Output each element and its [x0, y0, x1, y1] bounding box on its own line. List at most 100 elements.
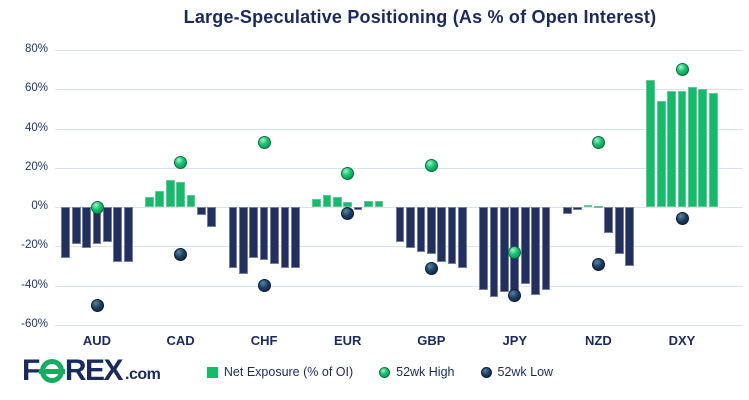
gridline--20	[55, 246, 743, 248]
legend-item-52wk-low: 52wk Low	[480, 365, 554, 379]
x-axis-label-nzd: NZD	[585, 333, 612, 348]
net-exposure-bar-cad-1	[145, 197, 154, 208]
x-axis-label-gbp: GBP	[417, 333, 446, 348]
net-exposure-bar-gbp-5	[437, 207, 447, 263]
net-exposure-bar-aud-2	[71, 207, 81, 245]
high-52wk-dot-aud	[90, 200, 104, 214]
legend-item-52wk-high: 52wk High	[379, 365, 455, 379]
net-exposure-bar-cad-4	[176, 181, 185, 208]
net-exposure-bar-eur-6	[364, 201, 373, 208]
gridline-20	[55, 167, 743, 169]
net-exposure-bar-nzd-1	[562, 207, 572, 214]
legend-label-52wk-high: 52wk High	[396, 365, 455, 379]
net-exposure-bar-gbp-3	[416, 207, 426, 253]
net-exposure-bar-aud-5	[103, 207, 112, 243]
net-exposure-bar-chf-4	[259, 207, 269, 261]
logo-letter-f: F	[22, 354, 40, 387]
net-exposure-bar-gbp-2	[406, 207, 415, 249]
low-52wk-dot-gbp	[424, 261, 438, 275]
net-exposure-bar-chf-6	[280, 207, 290, 268]
high-52wk-dot-chf	[257, 135, 271, 149]
net-exposure-bar-dxy-1	[646, 79, 656, 208]
high-52wk-dot-nzd	[591, 135, 605, 149]
y-axis-tick-label: 20%	[24, 160, 48, 173]
high-52wk-dot-eur	[341, 167, 355, 181]
high-52wk-dot-gbp	[424, 159, 438, 173]
net-exposure-bar-aud-7	[123, 207, 133, 263]
net-exposure-bar-eur-1	[312, 199, 321, 208]
x-axis-label-jpy: JPY	[502, 333, 528, 348]
navy-dot-icon	[480, 366, 492, 378]
net-exposure-bar-cad-2	[155, 191, 165, 208]
low-52wk-dot-jpy	[508, 289, 522, 302]
logo-letters-rex: REX	[64, 354, 124, 387]
legend-item-net-exposure: Net Exposure (% of OI)	[206, 365, 353, 379]
net-exposure-bar-gbp-1	[395, 207, 405, 243]
y-axis-tick-label: 0%	[31, 200, 48, 213]
net-exposure-bar-eur-2	[322, 195, 332, 208]
net-exposure-bar-eur-7	[374, 201, 384, 208]
net-exposure-bar-dxy-2	[656, 101, 666, 208]
net-exposure-bar-aud-6	[113, 207, 123, 263]
gridline-60	[55, 89, 743, 91]
net-exposure-bar-gbp-6	[447, 207, 457, 265]
net-exposure-bar-jpy-6	[531, 207, 540, 296]
net-exposure-bar-chf-2	[238, 207, 248, 274]
net-exposure-bar-chf-7	[290, 207, 300, 268]
gridline-80	[55, 50, 743, 51]
net-exposure-bar-chf-1	[228, 207, 238, 268]
net-exposure-bar-dxy-3	[667, 91, 676, 208]
net-exposure-bar-nzd-4	[594, 206, 603, 209]
y-axis-tick-label: 40%	[24, 121, 48, 134]
x-axis-label-eur: EUR	[333, 333, 362, 348]
x-axis-label-chf: CHF	[250, 333, 278, 348]
x-axis-label-cad: CAD	[166, 333, 195, 348]
high-52wk-dot-jpy	[508, 245, 522, 259]
y-axis-tick-label: 80%	[24, 43, 48, 55]
net-exposure-bar-jpy-1	[479, 207, 488, 290]
gridline-40	[55, 128, 743, 130]
low-52wk-dot-aud	[90, 298, 104, 312]
net-exposure-bar-cad-6	[197, 207, 206, 215]
low-52wk-dot-eur	[341, 206, 355, 220]
net-exposure-bar-jpy-2	[489, 207, 499, 298]
forex-com-logo: F REX .com	[22, 354, 161, 388]
low-52wk-dot-dxy	[675, 212, 689, 226]
net-exposure-bar-dxy-4	[677, 91, 687, 208]
net-exposure-bar-cad-3	[165, 179, 175, 208]
y-axis-tick-label: -20%	[21, 239, 48, 252]
low-52wk-dot-cad	[174, 247, 188, 261]
net-exposure-bar-gbp-7	[458, 207, 467, 268]
green-square-icon	[206, 366, 218, 378]
chart-title: Large-Speculative Positioning (As % of O…	[183, 7, 657, 27]
net-exposure-bar-cad-5	[186, 195, 196, 208]
y-axis-tick-label: -40%	[21, 278, 48, 291]
net-exposure-bar-dxy-6	[698, 89, 708, 208]
legend-label-52wk-low: 52wk Low	[497, 365, 554, 379]
net-exposure-bar-eur-5	[353, 207, 363, 210]
net-exposure-bar-jpy-7	[541, 207, 551, 290]
chart-legend: Net Exposure (% of OI) 52wk High 52wk Lo…	[160, 362, 600, 382]
net-exposure-bar-jpy-5	[520, 207, 530, 284]
net-exposure-bar-aud-1	[61, 207, 71, 259]
net-exposure-bar-nzd-2	[573, 207, 582, 210]
green-dot-icon	[379, 366, 391, 378]
net-exposure-bar-cad-7	[207, 207, 217, 227]
x-axis-label-dxy: DXY	[668, 333, 696, 348]
net-exposure-bar-dxy-5	[688, 87, 697, 208]
net-exposure-bar-dxy-7	[708, 93, 718, 208]
y-axis-tick-label: -60%	[21, 318, 48, 330]
gridline--40	[55, 285, 743, 287]
logo-o-ring-icon	[38, 359, 65, 383]
net-exposure-bar-gbp-4	[426, 207, 436, 255]
high-52wk-dot-cad	[174, 155, 188, 169]
y-axis-tick-label: 60%	[24, 82, 48, 95]
net-exposure-bar-nzd-7	[625, 207, 634, 266]
net-exposure-bar-chf-3	[249, 207, 259, 259]
gridline--60	[55, 325, 743, 326]
x-axis-label-aud: AUD	[82, 333, 112, 348]
net-exposure-bar-nzd-3	[583, 205, 593, 208]
net-exposure-bar-aud-3	[82, 207, 91, 249]
low-52wk-dot-chf	[257, 279, 271, 293]
